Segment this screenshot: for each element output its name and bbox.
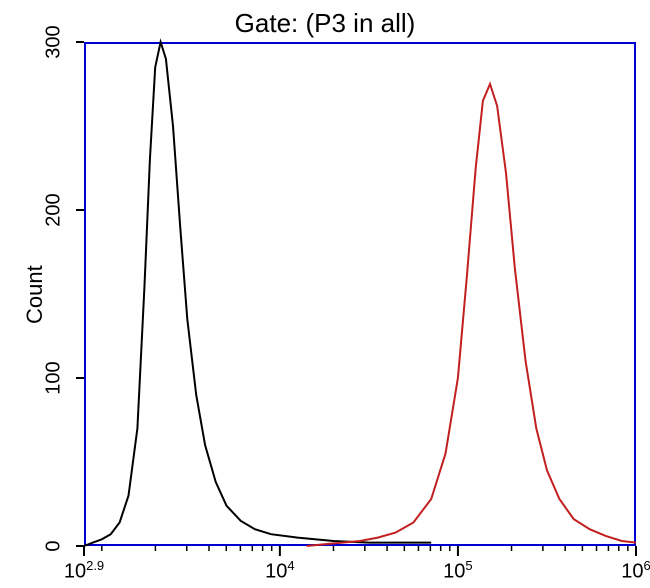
red-histogram xyxy=(307,84,636,546)
y-tick-label: 0 xyxy=(43,540,66,551)
x-tick-label: 102.9 xyxy=(64,558,104,584)
black-histogram xyxy=(84,42,431,546)
flow-cytometry-histogram: Gate: (P3 in all) Count 0100200300102.91… xyxy=(0,0,650,588)
histogram-curves xyxy=(0,0,650,588)
x-tick-label: 106 xyxy=(621,558,650,584)
x-tick-label: 104 xyxy=(265,558,294,584)
x-tick-label: 105 xyxy=(443,558,472,584)
y-axis-label: Count xyxy=(22,265,48,324)
y-tick-label: 300 xyxy=(43,25,66,58)
y-tick-label: 100 xyxy=(43,361,66,394)
y-tick-label: 200 xyxy=(43,193,66,226)
